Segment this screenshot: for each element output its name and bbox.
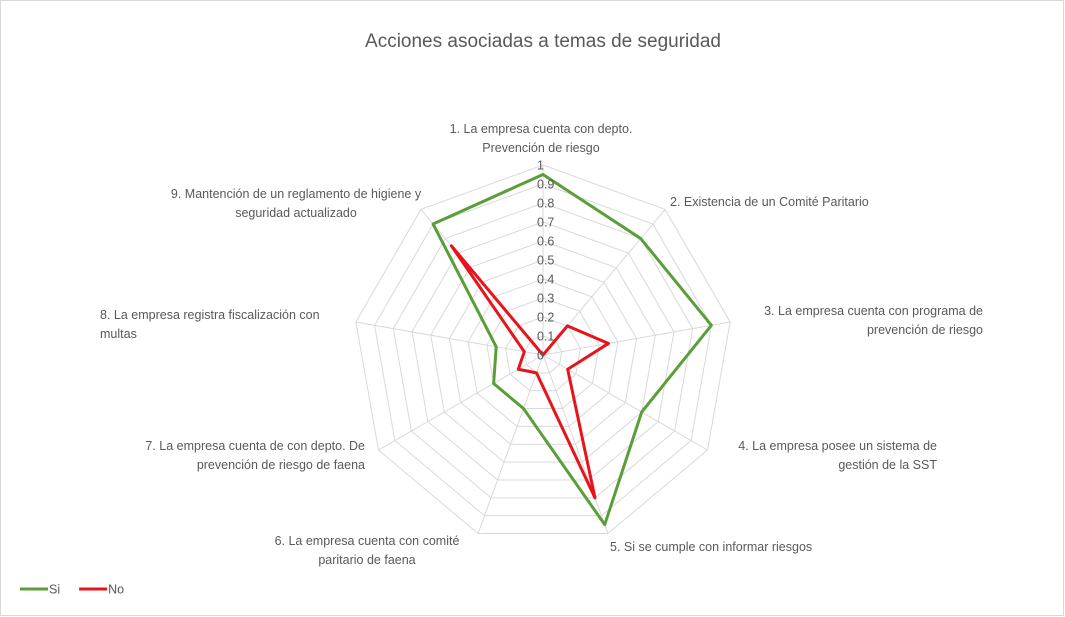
axis-spoke (355, 321, 544, 356)
axis-label: 2. Existencia de un Comité Paritario (670, 195, 869, 209)
grid-ring (486, 297, 600, 410)
tick-label: 0.8 (537, 196, 554, 210)
tick-label: 0.7 (537, 215, 554, 229)
grid-ring (523, 335, 563, 374)
axis-label: 6. La empresa cuenta con comité paritari… (274, 534, 460, 567)
axis-label: 7. La empresa cuenta de con depto. De pr… (145, 439, 365, 472)
axis-spoke (542, 354, 609, 534)
grid-ring (355, 164, 731, 535)
series-line (449, 244, 610, 500)
grid-ring (448, 259, 638, 445)
tick-label: 0.1 (537, 329, 554, 343)
axis-label: 9. Mantención de un reglamento de higien… (170, 187, 422, 220)
grid-ring (374, 183, 712, 517)
axis-spoke (542, 321, 731, 356)
tick-label: 0.3 (537, 291, 554, 305)
grid-ring (505, 316, 581, 392)
axis-label: 8. La empresa registra fiscalización con… (100, 308, 320, 341)
tick-label: 0.4 (537, 272, 554, 286)
axis-label: 4. La empresa posee un sistema de gestió… (738, 439, 937, 472)
axis-label: 5. Si se cumple con informar riesgos (610, 540, 813, 554)
grid-ring (411, 221, 675, 481)
series-line (431, 173, 713, 527)
tick-label: 0.6 (537, 234, 554, 248)
tick-label: 1 (537, 158, 544, 172)
axis-spoke (542, 354, 708, 451)
axis-spoke (477, 354, 544, 534)
tick-label: 0.5 (537, 253, 554, 267)
axis-label: 1. La empresa cuenta con depto. Prevenci… (449, 122, 633, 155)
axis-spoke (378, 354, 544, 451)
grid-ring (392, 202, 694, 499)
axis-label: 3. La empresa cuenta con programa de pre… (764, 304, 983, 337)
legend-label: Si (49, 582, 60, 596)
tick-label: 0.9 (537, 177, 554, 191)
legend-label: No (108, 582, 124, 596)
chart-title: Acciones asociadas a temas de seguridad (365, 31, 721, 52)
tick-label: 0 (537, 348, 544, 362)
tick-label: 0.2 (537, 310, 554, 324)
grid-ring (430, 240, 656, 463)
